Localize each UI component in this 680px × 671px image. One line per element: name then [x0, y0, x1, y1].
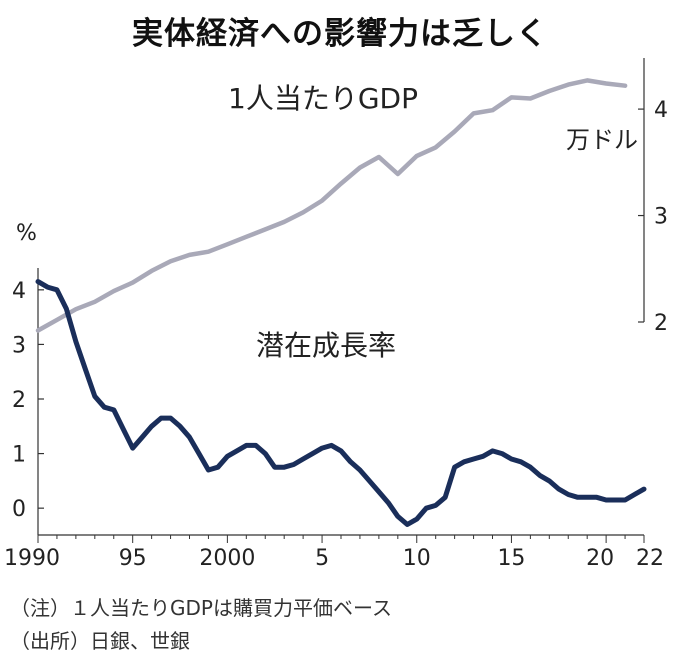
x-axis-tick-label: 20 — [586, 546, 614, 571]
x-axis-tick-label: 15 — [497, 546, 525, 571]
series-label-gdp-per-capita: 1人当たりGDP — [228, 82, 418, 115]
series-label-potential-growth: 潜在成長率 — [256, 329, 396, 362]
right-axis-tick-label: 4 — [654, 98, 668, 123]
series-line-gdp-per-capita — [35, 78, 628, 333]
note-basis: （注）１人当たりGDPは購買力平価ベース — [10, 596, 392, 620]
right-axis-unit: 万ドル — [566, 126, 638, 154]
left-axis-tick-label: 4 — [12, 279, 26, 304]
left-axis-tick-label: 1 — [12, 443, 26, 468]
right-axis-tick-label: 2 — [654, 311, 668, 336]
x-axis-tick-label: 2000 — [199, 546, 255, 571]
note-source: （出所）日銀、世銀 — [10, 629, 190, 653]
left-axis-tick-label: 0 — [12, 497, 26, 522]
x-axis-tick-label: 5 — [315, 546, 329, 571]
x-axis-tick-label: 1990 — [4, 546, 60, 571]
chart-title: 実体経済への影響力は乏しく — [132, 16, 548, 52]
x-axis-tick-label: 22 — [636, 546, 664, 571]
right-axis-tick-label: 3 — [654, 205, 668, 230]
x-axis-tick-label: 10 — [403, 546, 431, 571]
x-axis-tick-label: 95 — [119, 546, 147, 571]
left-axis-tick-label: 2 — [12, 388, 26, 413]
series-line-potential-growth — [35, 279, 647, 527]
left-axis-unit: % — [16, 221, 37, 246]
left-axis-tick-label: 3 — [12, 333, 26, 358]
